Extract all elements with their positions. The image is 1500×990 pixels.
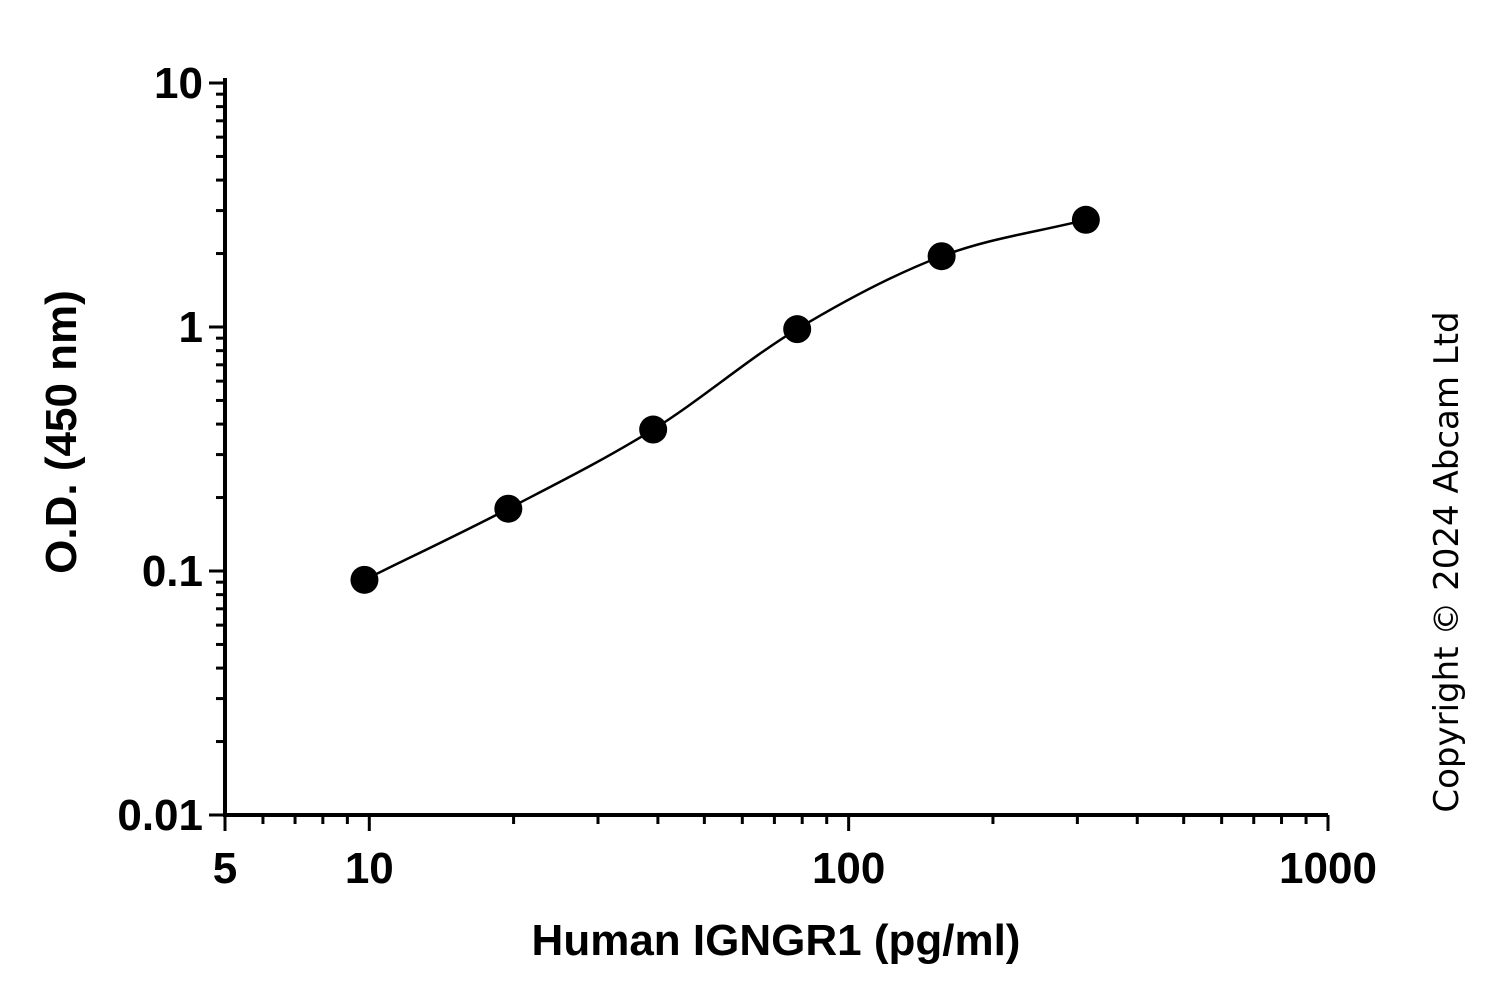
y-axis-title: O.D. (450 nm) [37,290,86,574]
data-point [1071,205,1100,234]
data-point [639,415,668,444]
copyright-annotation: Copyright © 2024 Abcam Ltd [1427,311,1467,812]
data-points [350,205,1100,594]
y-tick-label: 10 [154,59,203,108]
data-point [783,315,812,344]
y-tick-label: 0.01 [117,791,203,840]
y-axis-tick-labels: 0.01 0.1 1 10 [117,59,203,840]
data-point [350,565,379,594]
x-axis-title: Human IGNGR1 (pg/ml) [532,916,1021,965]
y-tick-label: 0.1 [142,547,203,596]
data-point [494,494,523,523]
fit-curve [363,218,1087,581]
y-axis-ticks [209,81,225,817]
x-tick-label: 5 [213,844,237,893]
x-tick-label: 1000 [1279,844,1377,893]
x-axis-ticks [223,815,1330,831]
x-tick-label: 10 [345,844,394,893]
y-tick-label: 1 [179,303,203,352]
x-tick-label: 100 [812,844,885,893]
data-point [927,242,956,271]
x-axis-tick-labels: 5 10 100 1000 [213,844,1377,893]
